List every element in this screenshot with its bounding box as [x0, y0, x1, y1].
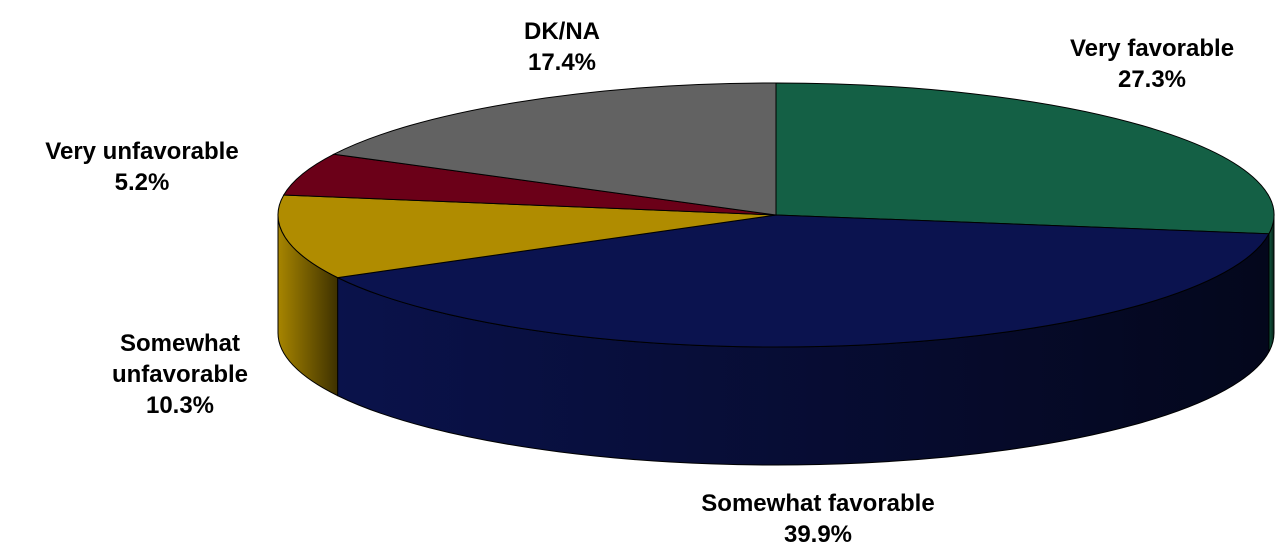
slice-label: Somewhat unfavorable 10.3%: [80, 328, 280, 421]
slice-label: Somewhat favorable 39.9%: [638, 488, 998, 550]
category-label: Very unfavorable: [45, 138, 239, 165]
value-label: 17.4%: [527, 49, 597, 76]
slice-side: [1268, 214, 1275, 353]
category-label: Somewhat favorable: [701, 490, 935, 517]
slice: [277, 194, 777, 279]
slice: [335, 214, 1270, 348]
value-label: 5.2%: [114, 169, 170, 196]
value-label: 10.3%: [145, 392, 215, 419]
category-label: Somewhat unfavorable: [111, 330, 249, 388]
slice-label: DK/NA 17.4%: [462, 16, 662, 78]
slice: [775, 82, 1275, 235]
category-label: DK/NA: [524, 18, 600, 45]
value-label: 39.9%: [783, 521, 853, 548]
category-label: Very favorable: [1069, 35, 1235, 62]
slice: [332, 82, 777, 216]
slice-label: Very unfavorable 5.2%: [0, 136, 292, 198]
slice: [282, 153, 777, 216]
value-label: 27.3%: [1117, 66, 1187, 93]
slice-label: Very favorable 27.3%: [1022, 33, 1276, 95]
